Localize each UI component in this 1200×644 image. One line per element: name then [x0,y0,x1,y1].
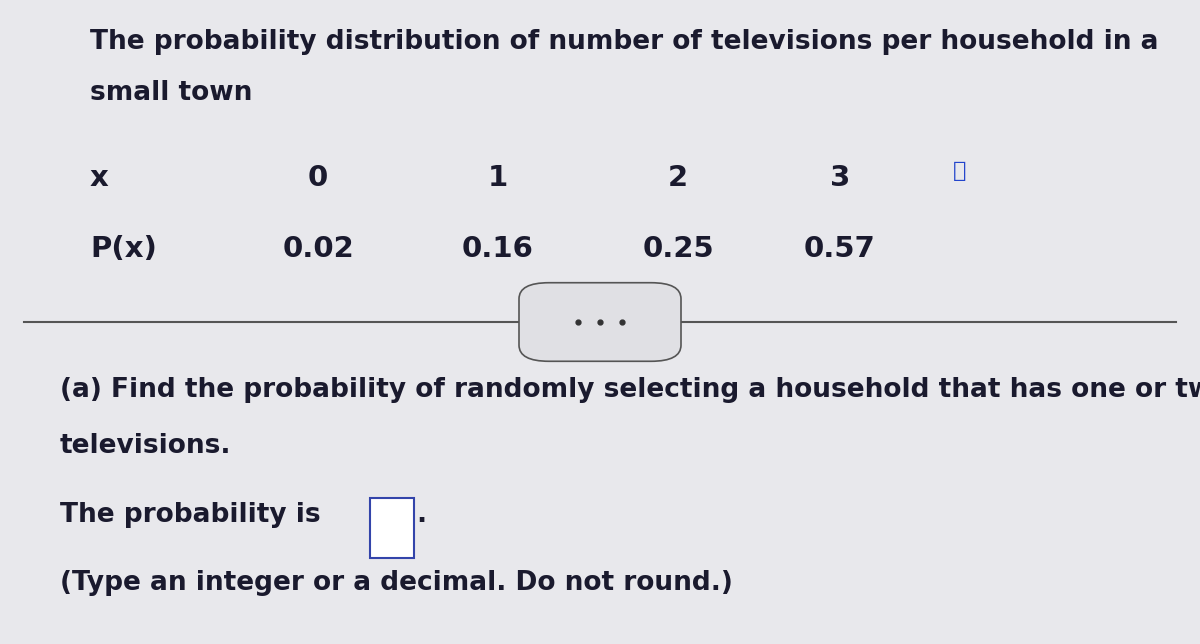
FancyBboxPatch shape [520,283,682,361]
Text: P(x): P(x) [90,235,157,263]
Text: 2: 2 [668,164,688,192]
Text: The probability distribution of number of televisions per household in a: The probability distribution of number o… [90,29,1158,55]
Text: small town: small town [90,80,252,106]
Text: (a) Find the probability of randomly selecting a household that has one or two: (a) Find the probability of randomly sel… [60,377,1200,402]
Text: The probability is: The probability is [60,502,320,528]
Text: 1: 1 [488,164,508,192]
Text: 0.02: 0.02 [282,235,354,263]
Text: 0.25: 0.25 [642,235,714,263]
Text: 0.16: 0.16 [462,235,534,263]
Text: ⎗: ⎗ [953,161,967,181]
Text: .: . [416,502,426,528]
Text: (Type an integer or a decimal. Do not round.): (Type an integer or a decimal. Do not ro… [60,570,733,596]
Text: 0.57: 0.57 [804,235,876,263]
Text: 3: 3 [830,164,850,192]
Text: x: x [90,164,109,192]
Text: 0: 0 [308,164,328,192]
Text: televisions.: televisions. [60,433,232,459]
FancyBboxPatch shape [370,498,414,558]
